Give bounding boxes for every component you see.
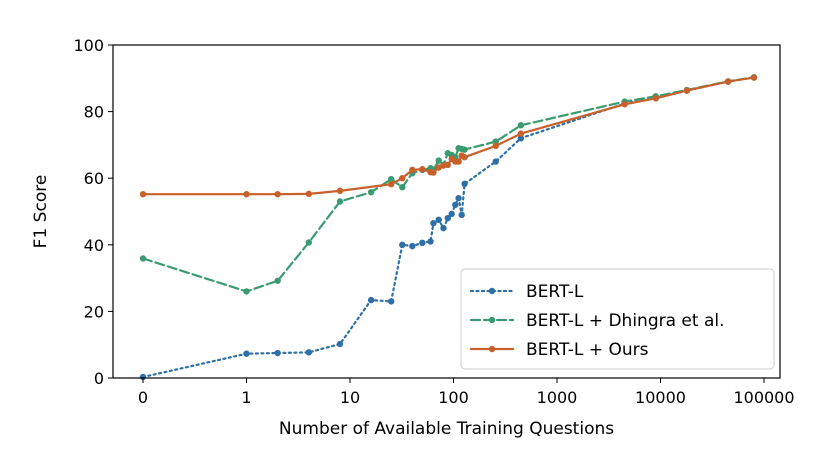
series-group bbox=[139, 74, 758, 295]
y-tick-label: 40 bbox=[84, 236, 104, 255]
data-point bbox=[243, 350, 250, 357]
y-tick-label: 60 bbox=[84, 169, 104, 188]
y-tick-label: 100 bbox=[73, 36, 104, 55]
data-point bbox=[367, 296, 375, 304]
plot-frame bbox=[112, 44, 781, 379]
y-tick-label: 0 bbox=[94, 369, 104, 388]
data-point bbox=[440, 224, 447, 232]
data-point bbox=[517, 122, 525, 129]
x-tick-label: 10000 bbox=[635, 388, 686, 407]
data-point bbox=[243, 190, 250, 198]
data-point bbox=[435, 216, 442, 224]
data-point bbox=[387, 180, 395, 188]
data-point bbox=[750, 74, 758, 81]
legend-swatch-marker bbox=[488, 345, 496, 353]
data-point bbox=[305, 239, 313, 246]
data-point bbox=[430, 169, 437, 176]
data-point bbox=[139, 373, 147, 381]
data-point bbox=[724, 78, 732, 85]
data-point bbox=[455, 194, 462, 202]
x-tick-label: 0 bbox=[138, 388, 148, 407]
data-point bbox=[621, 101, 628, 108]
legend-label: BERT-L + Ours bbox=[526, 340, 649, 360]
x-axis-label: Number of Available Training Questions bbox=[279, 419, 614, 439]
data-point bbox=[399, 241, 406, 248]
data-point bbox=[683, 87, 691, 94]
data-point bbox=[517, 135, 525, 142]
y-tick-label: 20 bbox=[84, 302, 104, 321]
x-tick-label: 100000 bbox=[733, 388, 794, 407]
data-point bbox=[461, 146, 468, 153]
data-point bbox=[139, 190, 147, 198]
data-point bbox=[409, 242, 416, 250]
data-point bbox=[419, 166, 426, 173]
data-point bbox=[274, 349, 281, 357]
x-tick-label: 1 bbox=[241, 388, 251, 407]
plot-data-layer bbox=[139, 74, 758, 381]
data-point bbox=[419, 239, 426, 247]
data-point bbox=[435, 157, 442, 164]
legend-label: BERT-L + Dhingra et al. bbox=[526, 311, 725, 331]
data-point bbox=[274, 277, 281, 284]
data-point bbox=[336, 340, 344, 348]
data-point bbox=[399, 175, 406, 182]
data-point bbox=[452, 201, 459, 209]
series-group bbox=[139, 74, 758, 198]
data-point bbox=[461, 180, 468, 188]
axis-layer: 0 1 10 100 1000 10000 100000 0 20 40 60 80 100 bbox=[73, 36, 794, 407]
data-point bbox=[448, 210, 455, 218]
x-tick-label: 100 bbox=[438, 388, 469, 407]
data-point bbox=[387, 298, 395, 305]
data-point bbox=[427, 238, 434, 245]
data-point bbox=[455, 158, 462, 165]
data-point bbox=[517, 130, 525, 137]
data-point bbox=[461, 154, 468, 161]
data-point bbox=[444, 161, 451, 169]
legend-swatch-marker bbox=[488, 287, 496, 295]
x-tick-label: 10 bbox=[340, 388, 360, 407]
data-point bbox=[274, 190, 281, 198]
data-point bbox=[243, 288, 250, 295]
data-point bbox=[387, 175, 395, 183]
series-line bbox=[141, 76, 756, 293]
y-tick-label: 80 bbox=[84, 103, 104, 122]
data-point bbox=[430, 219, 437, 227]
data-point bbox=[492, 142, 499, 150]
legend-swatch-marker bbox=[488, 316, 496, 324]
data-point bbox=[305, 190, 313, 198]
y-axis-label: F1 Score bbox=[31, 175, 51, 249]
data-point bbox=[139, 255, 147, 262]
data-point bbox=[652, 95, 659, 102]
data-point bbox=[336, 187, 344, 195]
data-point bbox=[399, 183, 406, 191]
legend: BERT-L BERT-L + Dhingra et al. BERT-L + Ou… bbox=[460, 268, 775, 370]
data-point bbox=[444, 214, 451, 222]
data-point bbox=[492, 158, 499, 165]
data-point bbox=[409, 166, 416, 174]
data-point bbox=[458, 211, 465, 219]
x-tick-label: 1000 bbox=[537, 388, 578, 407]
data-point bbox=[305, 349, 313, 356]
legend-label: BERT-L bbox=[526, 282, 584, 302]
legend-box bbox=[460, 268, 775, 370]
data-point bbox=[367, 188, 375, 196]
data-point bbox=[336, 198, 344, 205]
